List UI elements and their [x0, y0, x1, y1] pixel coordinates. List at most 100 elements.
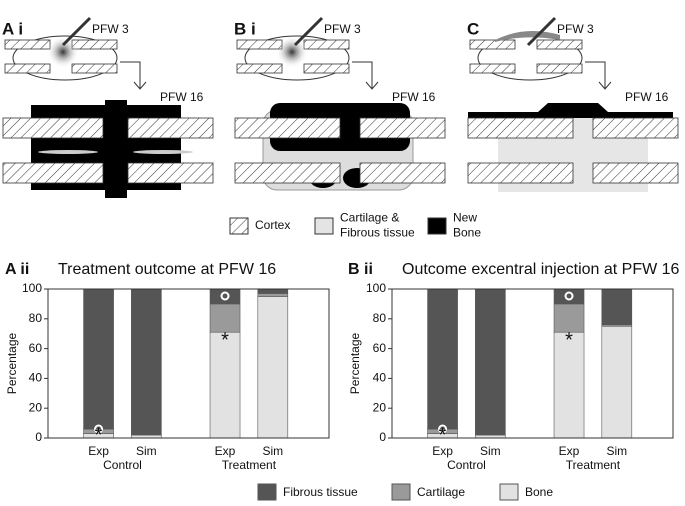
- marrow: [133, 150, 193, 154]
- cortex: [469, 39, 516, 50]
- group-label: Control: [103, 458, 142, 472]
- x-tick-label: Exp: [88, 444, 109, 458]
- cortex: [4, 63, 51, 74]
- arrow: [352, 61, 379, 90]
- charts: A ii Treatment outcome at PFW 16 Percentag…: [5, 261, 680, 472]
- cortex: [4, 39, 51, 50]
- y-tick-label: 80: [29, 311, 43, 325]
- injection-spot: [47, 36, 79, 68]
- injection-cap: [495, 31, 560, 42]
- x-tick-label: Sim: [606, 444, 627, 458]
- bar-segment: [257, 288, 289, 294]
- time-label: PFW 16: [392, 90, 436, 104]
- legend-label: Cortex: [255, 218, 290, 232]
- bar-segment: [553, 331, 585, 439]
- legend-swatch: [499, 483, 519, 501]
- cortex: [467, 162, 574, 184]
- annotation: *: [221, 329, 229, 351]
- group-label: Treatment: [566, 458, 621, 472]
- legend-label: Cartilage: [417, 485, 465, 499]
- syringe: [293, 16, 324, 47]
- legend-label: Fibrous tissue: [340, 226, 415, 240]
- chart-legend: Fibrous tissue Cartilage Bone: [257, 483, 553, 501]
- annotation: *: [439, 424, 447, 446]
- bar-segment: [601, 288, 633, 326]
- marker-circle: [564, 291, 574, 301]
- cortex: [467, 117, 574, 139]
- time-label: PFW 16: [160, 90, 204, 104]
- time-label: PFW 3: [557, 22, 594, 36]
- cortex: [536, 63, 583, 74]
- legend-swatch: [229, 217, 249, 235]
- legend-label: Bone: [453, 226, 481, 240]
- marker-circle: [220, 291, 230, 301]
- marker-circle: [438, 424, 448, 434]
- y-axis-label: Percentage: [5, 332, 19, 394]
- bar-segment: [553, 288, 585, 305]
- marrow: [38, 150, 98, 154]
- panel-label: B ii: [348, 261, 373, 278]
- legend-label: Cartilage &: [340, 211, 399, 225]
- time-label: PFW 3: [324, 22, 361, 36]
- panel-label: A ii: [5, 261, 29, 278]
- bar-segment: [209, 303, 241, 333]
- cortex: [2, 162, 104, 184]
- syringe: [61, 16, 92, 47]
- x-tick-label: Exp: [432, 444, 453, 458]
- bar-segment: [427, 288, 458, 430]
- legend-label: Fibrous tissue: [283, 485, 358, 499]
- y-tick-label: 80: [373, 311, 387, 325]
- bar-segment: [475, 288, 506, 436]
- y-axis-label: Percentage: [348, 332, 362, 394]
- panel-label: A i: [2, 19, 23, 38]
- cortex: [592, 117, 679, 139]
- annotation: *: [95, 424, 103, 446]
- y-tick-label: 40: [29, 371, 43, 385]
- y-tick-label: 0: [35, 430, 42, 444]
- x-tick-label: Exp: [559, 444, 580, 458]
- cortex: [303, 63, 350, 74]
- cortex: [234, 117, 341, 139]
- syringe: [526, 16, 557, 47]
- cortex: [359, 162, 446, 184]
- arrow: [120, 61, 147, 90]
- legend-swatch: [427, 217, 447, 235]
- x-tick-label: Sim: [480, 444, 501, 458]
- cortex: [71, 39, 118, 50]
- y-tick-label: 100: [22, 281, 42, 295]
- panel-label: B i: [234, 19, 256, 38]
- cortex: [127, 162, 214, 184]
- cortex: [2, 117, 104, 139]
- bar-segment: [131, 288, 162, 436]
- arrow: [585, 61, 612, 90]
- bar-segment: [257, 293, 289, 297]
- y-tick-label: 100: [366, 281, 386, 295]
- time-label: PFW 3: [92, 22, 129, 36]
- legend-swatch: [391, 483, 411, 501]
- new-bone: [105, 100, 127, 198]
- injection-spot: [276, 36, 308, 68]
- cortex: [359, 117, 446, 139]
- cortex: [536, 39, 583, 50]
- cortex: [236, 63, 283, 74]
- x-tick-label: Exp: [215, 444, 236, 458]
- y-tick-label: 20: [29, 400, 43, 414]
- bar-segment: [209, 331, 241, 439]
- cortex: [592, 162, 679, 184]
- chart-title: Outcome excentral injection at PFW 16: [402, 261, 680, 278]
- group-label: Treatment: [222, 458, 277, 472]
- bar-segment: [553, 303, 585, 333]
- legend-label: Bone: [525, 485, 553, 499]
- bone-outline: [12, 35, 118, 81]
- group-label: Control: [447, 458, 486, 472]
- cortex: [469, 63, 516, 74]
- legend-swatch: [314, 217, 334, 235]
- bar-segment: [209, 288, 241, 305]
- plot-frame: [391, 288, 674, 439]
- time-label: PFW 16: [625, 90, 669, 104]
- bar-segment: [601, 325, 633, 439]
- diagrams: A i PFW 3 PFW 16 B i PFW 3 PFW 16 C PFW 3 PFW 16: [2, 16, 679, 198]
- x-tick-label: Sim: [136, 444, 157, 458]
